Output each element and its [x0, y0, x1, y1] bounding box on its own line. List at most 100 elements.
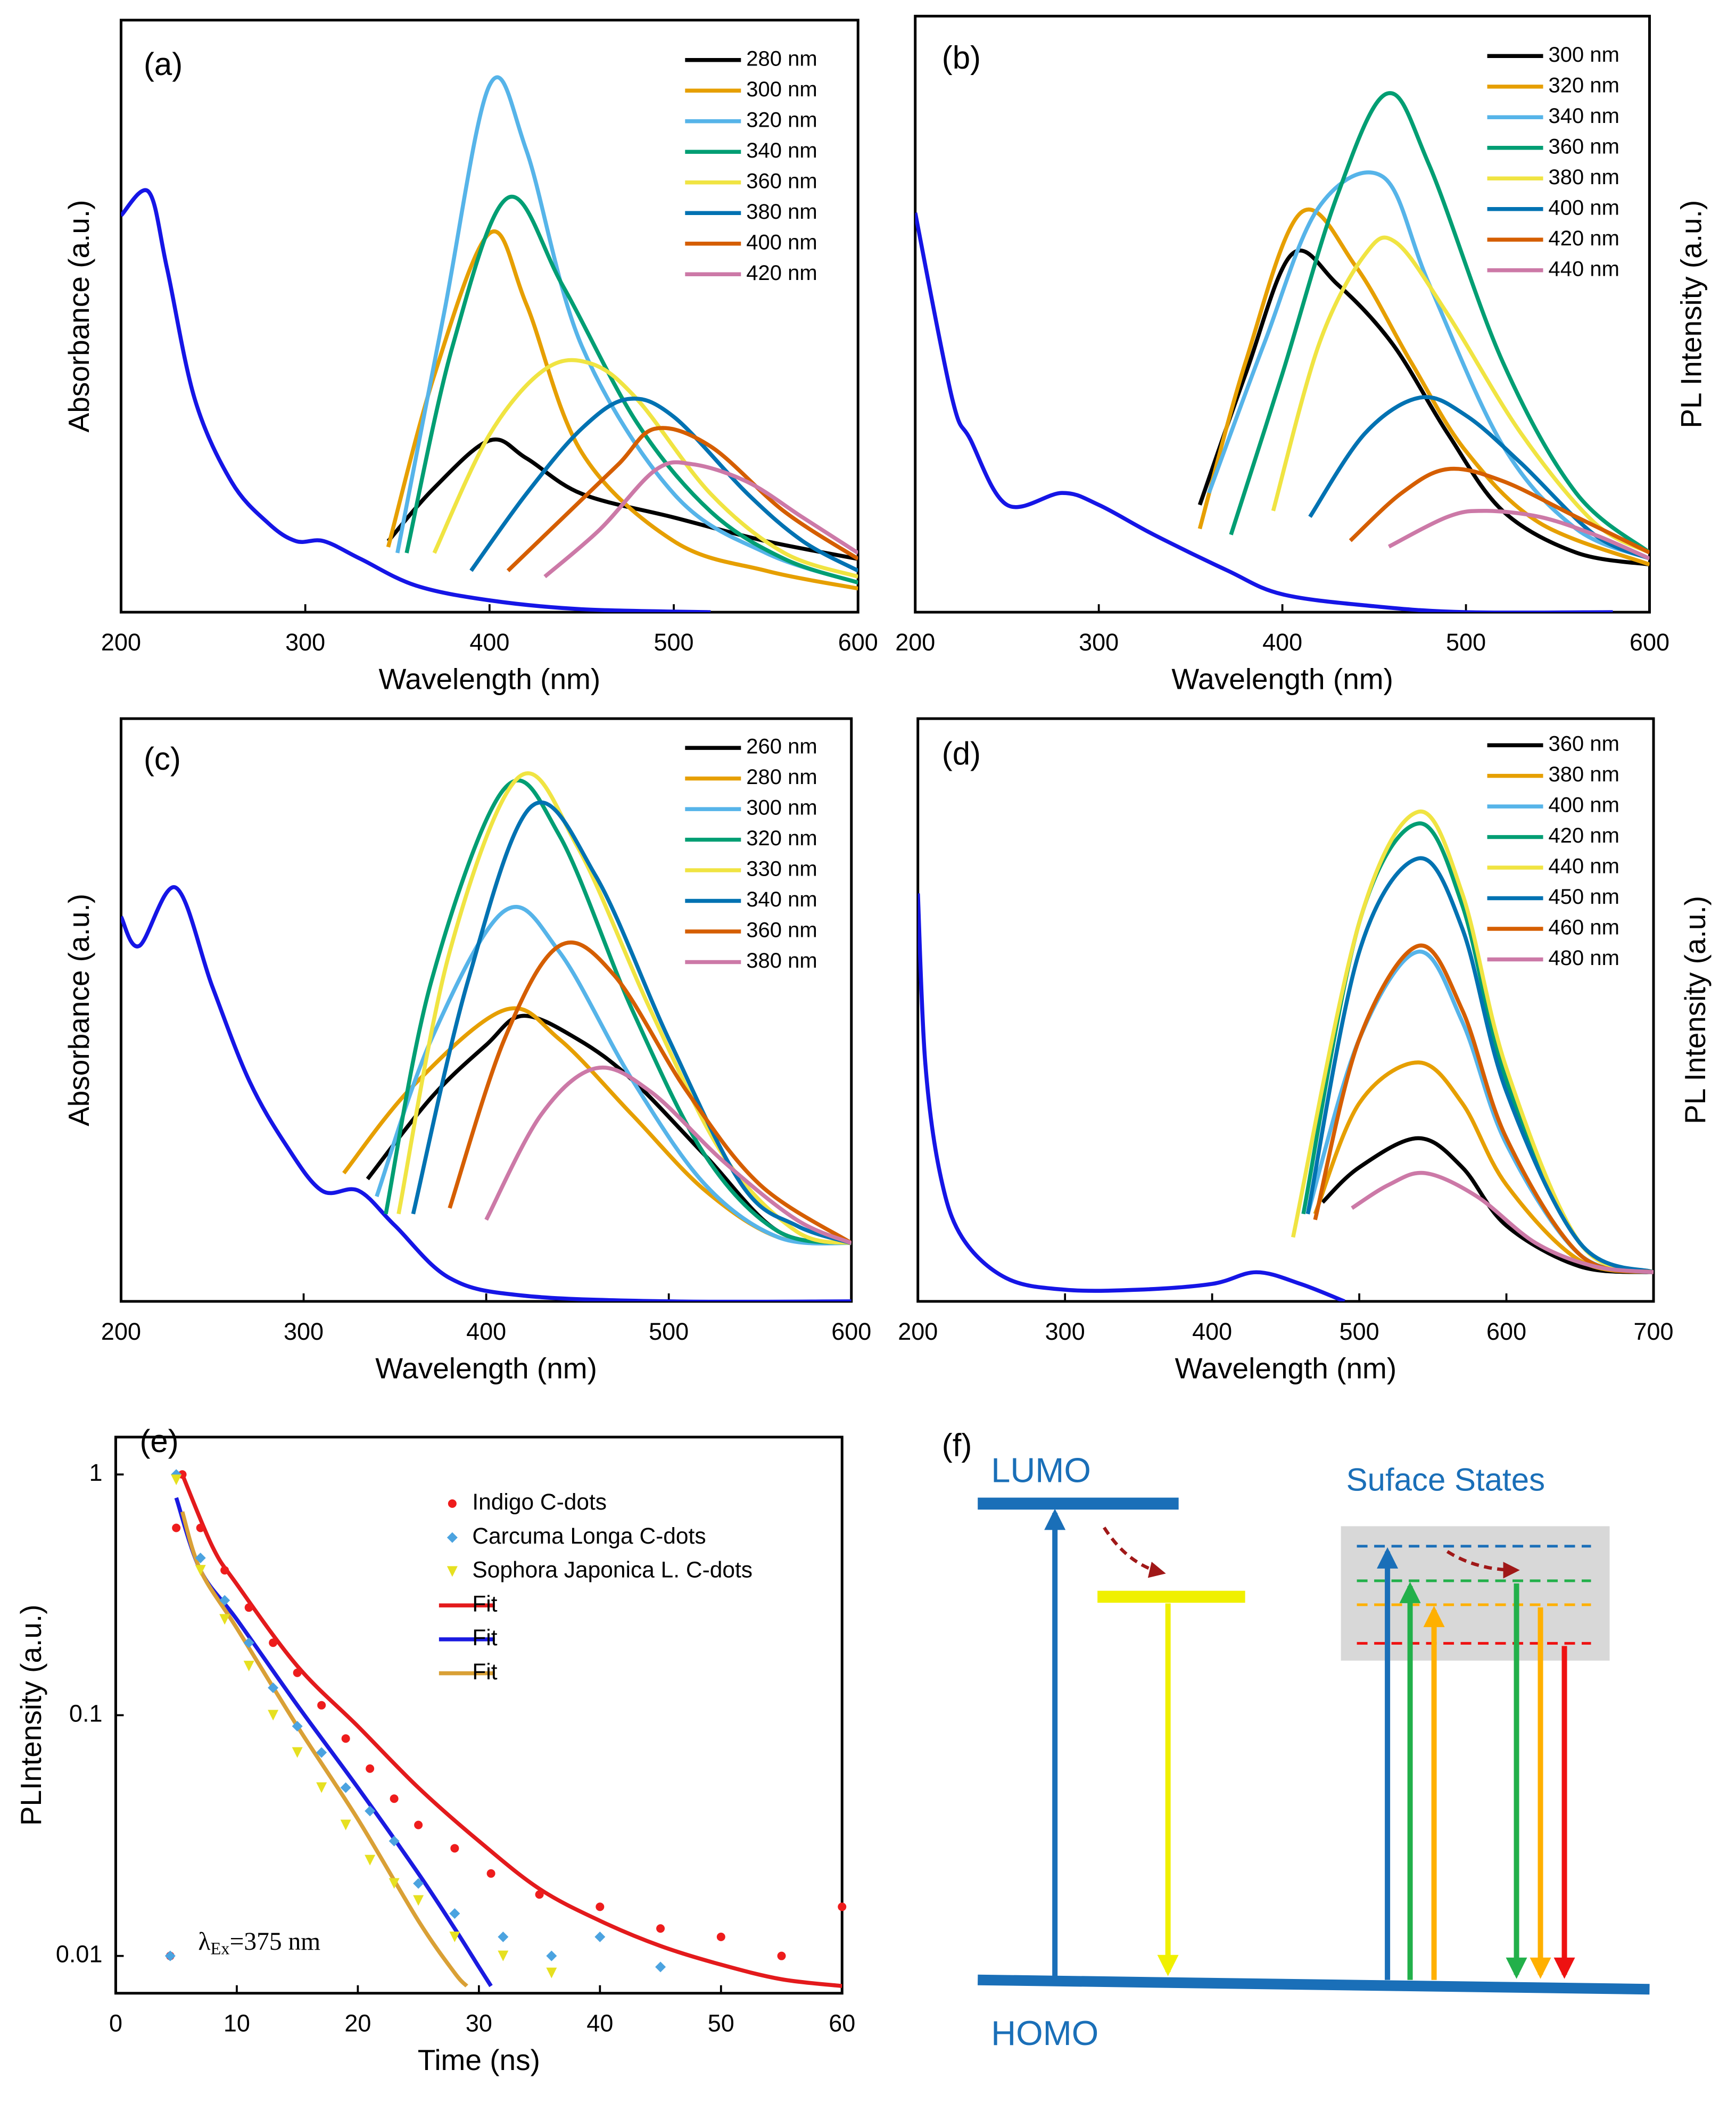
- data-point: [449, 1908, 460, 1919]
- y-axis-label: Absorbance (a.u.): [62, 894, 95, 1126]
- data-line: [1313, 1060, 1654, 1274]
- data-point: [365, 1805, 376, 1817]
- legend-label: 300 nm: [746, 78, 817, 101]
- data-point: [716, 1932, 725, 1941]
- x-tick-label: 0: [109, 2010, 122, 2037]
- legend-label: 360 nm: [746, 919, 817, 942]
- data-point: [656, 1924, 665, 1933]
- legend-swatch: [447, 1532, 458, 1543]
- data-point: [243, 1637, 254, 1648]
- data-line: [1321, 1136, 1654, 1274]
- data-point: [244, 1603, 253, 1612]
- legend-label: 450 nm: [1549, 885, 1619, 909]
- chart-panel: (b) 200 300 400 500 600 Wavelength (nm) PL Inte…: [895, 14, 1708, 696]
- relaxation-arrow: [1103, 1527, 1166, 1578]
- data-point: [340, 1819, 351, 1830]
- data-point: [498, 1931, 509, 1942]
- y-axis-label: PL Intensity (a.u.): [1679, 896, 1712, 1124]
- data-line: [506, 426, 858, 572]
- x-tick-label: 300: [285, 629, 325, 656]
- data-line: [411, 800, 852, 1246]
- chart-panel: (c) 200 300 400 500 600 Wavelength (nm) Absorba…: [62, 717, 871, 1384]
- legend-label: 380 nm: [1549, 763, 1619, 786]
- legend-label: Fit: [472, 1626, 497, 1651]
- plot-frame: [914, 14, 1651, 614]
- legend-label: 440 nm: [1549, 257, 1619, 281]
- data-line: [384, 778, 852, 1246]
- data-line: [386, 229, 858, 591]
- x-tick-label: 50: [708, 2010, 734, 2037]
- panel-label: (d): [942, 736, 981, 771]
- legend-label: 440 nm: [1549, 855, 1619, 878]
- data-point: [243, 1661, 254, 1672]
- legend-label: Sophora Japonica L. C-dots: [472, 1558, 753, 1583]
- x-tick-label: 10: [224, 2010, 250, 2037]
- relaxation-arrow: [1446, 1550, 1520, 1579]
- data-line: [121, 188, 711, 613]
- data-line: [1313, 943, 1654, 1274]
- legend-label: 320 nm: [746, 827, 817, 850]
- legend-label: 340 nm: [1549, 104, 1619, 128]
- x-axis-label: Wavelength (nm): [1171, 663, 1393, 696]
- data-point: [293, 1668, 302, 1677]
- data-line: [543, 460, 858, 579]
- data-point: [390, 1794, 399, 1803]
- x-axis-label: Wavelength (nm): [379, 663, 601, 696]
- data-line: [915, 212, 1613, 613]
- data-line: [1305, 856, 1654, 1274]
- legend-label: Carcuma Longa C-dots: [472, 1524, 706, 1549]
- x-tick-label: 400: [1262, 629, 1302, 656]
- x-tick-label: 300: [1045, 1318, 1085, 1345]
- x-tick-label: 300: [1079, 629, 1119, 656]
- data-line: [469, 397, 858, 573]
- plot-area: [121, 75, 858, 613]
- legend-label: 400 nm: [746, 230, 817, 254]
- data-line: [395, 75, 858, 585]
- legend-label: 320 nm: [746, 108, 817, 131]
- x-axis-label: Time (ns): [418, 2043, 540, 2076]
- x-axis-label: Wavelength (nm): [375, 1351, 597, 1384]
- panel-label: (e): [139, 1423, 178, 1459]
- plot-frame: [114, 1436, 844, 1995]
- data-point: [317, 1701, 326, 1710]
- legend-label: 420 nm: [746, 261, 817, 285]
- legend-label: Fit: [472, 1660, 497, 1685]
- legend-label: 330 nm: [746, 857, 817, 881]
- data-point: [195, 1565, 206, 1576]
- data-point: [388, 1835, 400, 1846]
- data-point: [596, 1902, 605, 1911]
- data-line: [1197, 249, 1650, 567]
- legend-label: 380 nm: [746, 949, 817, 972]
- legend-swatch: [448, 1499, 457, 1508]
- data-line: [1197, 207, 1650, 567]
- plot-area: [121, 771, 852, 1301]
- data-point: [316, 1782, 327, 1793]
- data-point: [292, 1721, 303, 1732]
- data-point: [594, 1931, 606, 1942]
- data-point: [268, 1710, 279, 1721]
- x-tick-label: 200: [101, 629, 141, 656]
- legend-label: 300 nm: [1549, 43, 1619, 67]
- data-point: [365, 1854, 376, 1866]
- data-point: [535, 1890, 544, 1899]
- legend-label: 480 nm: [1549, 946, 1619, 970]
- x-tick-label: 200: [895, 629, 935, 656]
- panel-label: (b): [942, 40, 981, 76]
- legend-label: 360 nm: [1549, 732, 1619, 756]
- data-line: [484, 1065, 852, 1245]
- legend-label: 280 nm: [746, 765, 817, 789]
- legend-label: 260 nm: [746, 735, 817, 758]
- chart-panel: (e) 0 10 20 30 40 50 60 0.01 0.1 1 Time (ns) PLInten…: [14, 1423, 855, 2076]
- data-line: [396, 771, 852, 1246]
- lumo-label: LUMO: [991, 1451, 1091, 1490]
- homo-label: HOMO: [991, 2014, 1098, 2052]
- data-point: [486, 1869, 495, 1878]
- data-point: [196, 1523, 205, 1532]
- data-point: [341, 1734, 350, 1743]
- x-tick-label: 700: [1633, 1318, 1673, 1345]
- chart-panel: (d) 200 300 400 500 600 700 Wavelength (nm) PL I…: [898, 717, 1712, 1384]
- plot-frame: [119, 717, 853, 1303]
- x-tick-label: 400: [469, 629, 509, 656]
- annotation: λEx=375 nm: [198, 1928, 320, 1959]
